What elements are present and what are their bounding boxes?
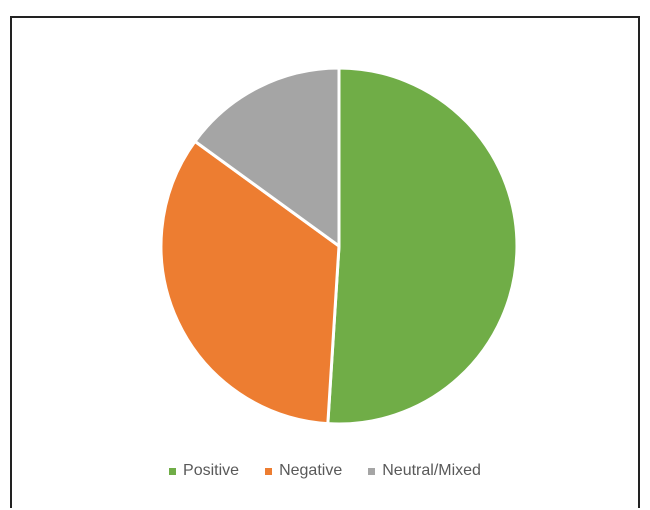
legend-item-positive: Positive (169, 462, 239, 480)
legend-label-positive: Positive (183, 462, 240, 479)
chart-legend: Positive Negative Neutral/Mixed (0, 462, 650, 480)
pie-slice-neutral-mixed (193, 66, 341, 248)
legend-label-neutral-mixed: Neutral/Mixed (382, 462, 481, 479)
pie-slice-negative (159, 139, 341, 426)
legend-item-neutral-mixed: Neutral/Mixed (368, 462, 481, 480)
legend-swatch-neutral-mixed (368, 467, 376, 475)
legend-item-negative: Negative (265, 462, 342, 480)
pie-slice-positive (326, 66, 519, 426)
legend-swatch-positive (169, 467, 177, 475)
legend-label-negative: Negative (279, 462, 343, 479)
legend-swatch-negative (265, 467, 273, 475)
